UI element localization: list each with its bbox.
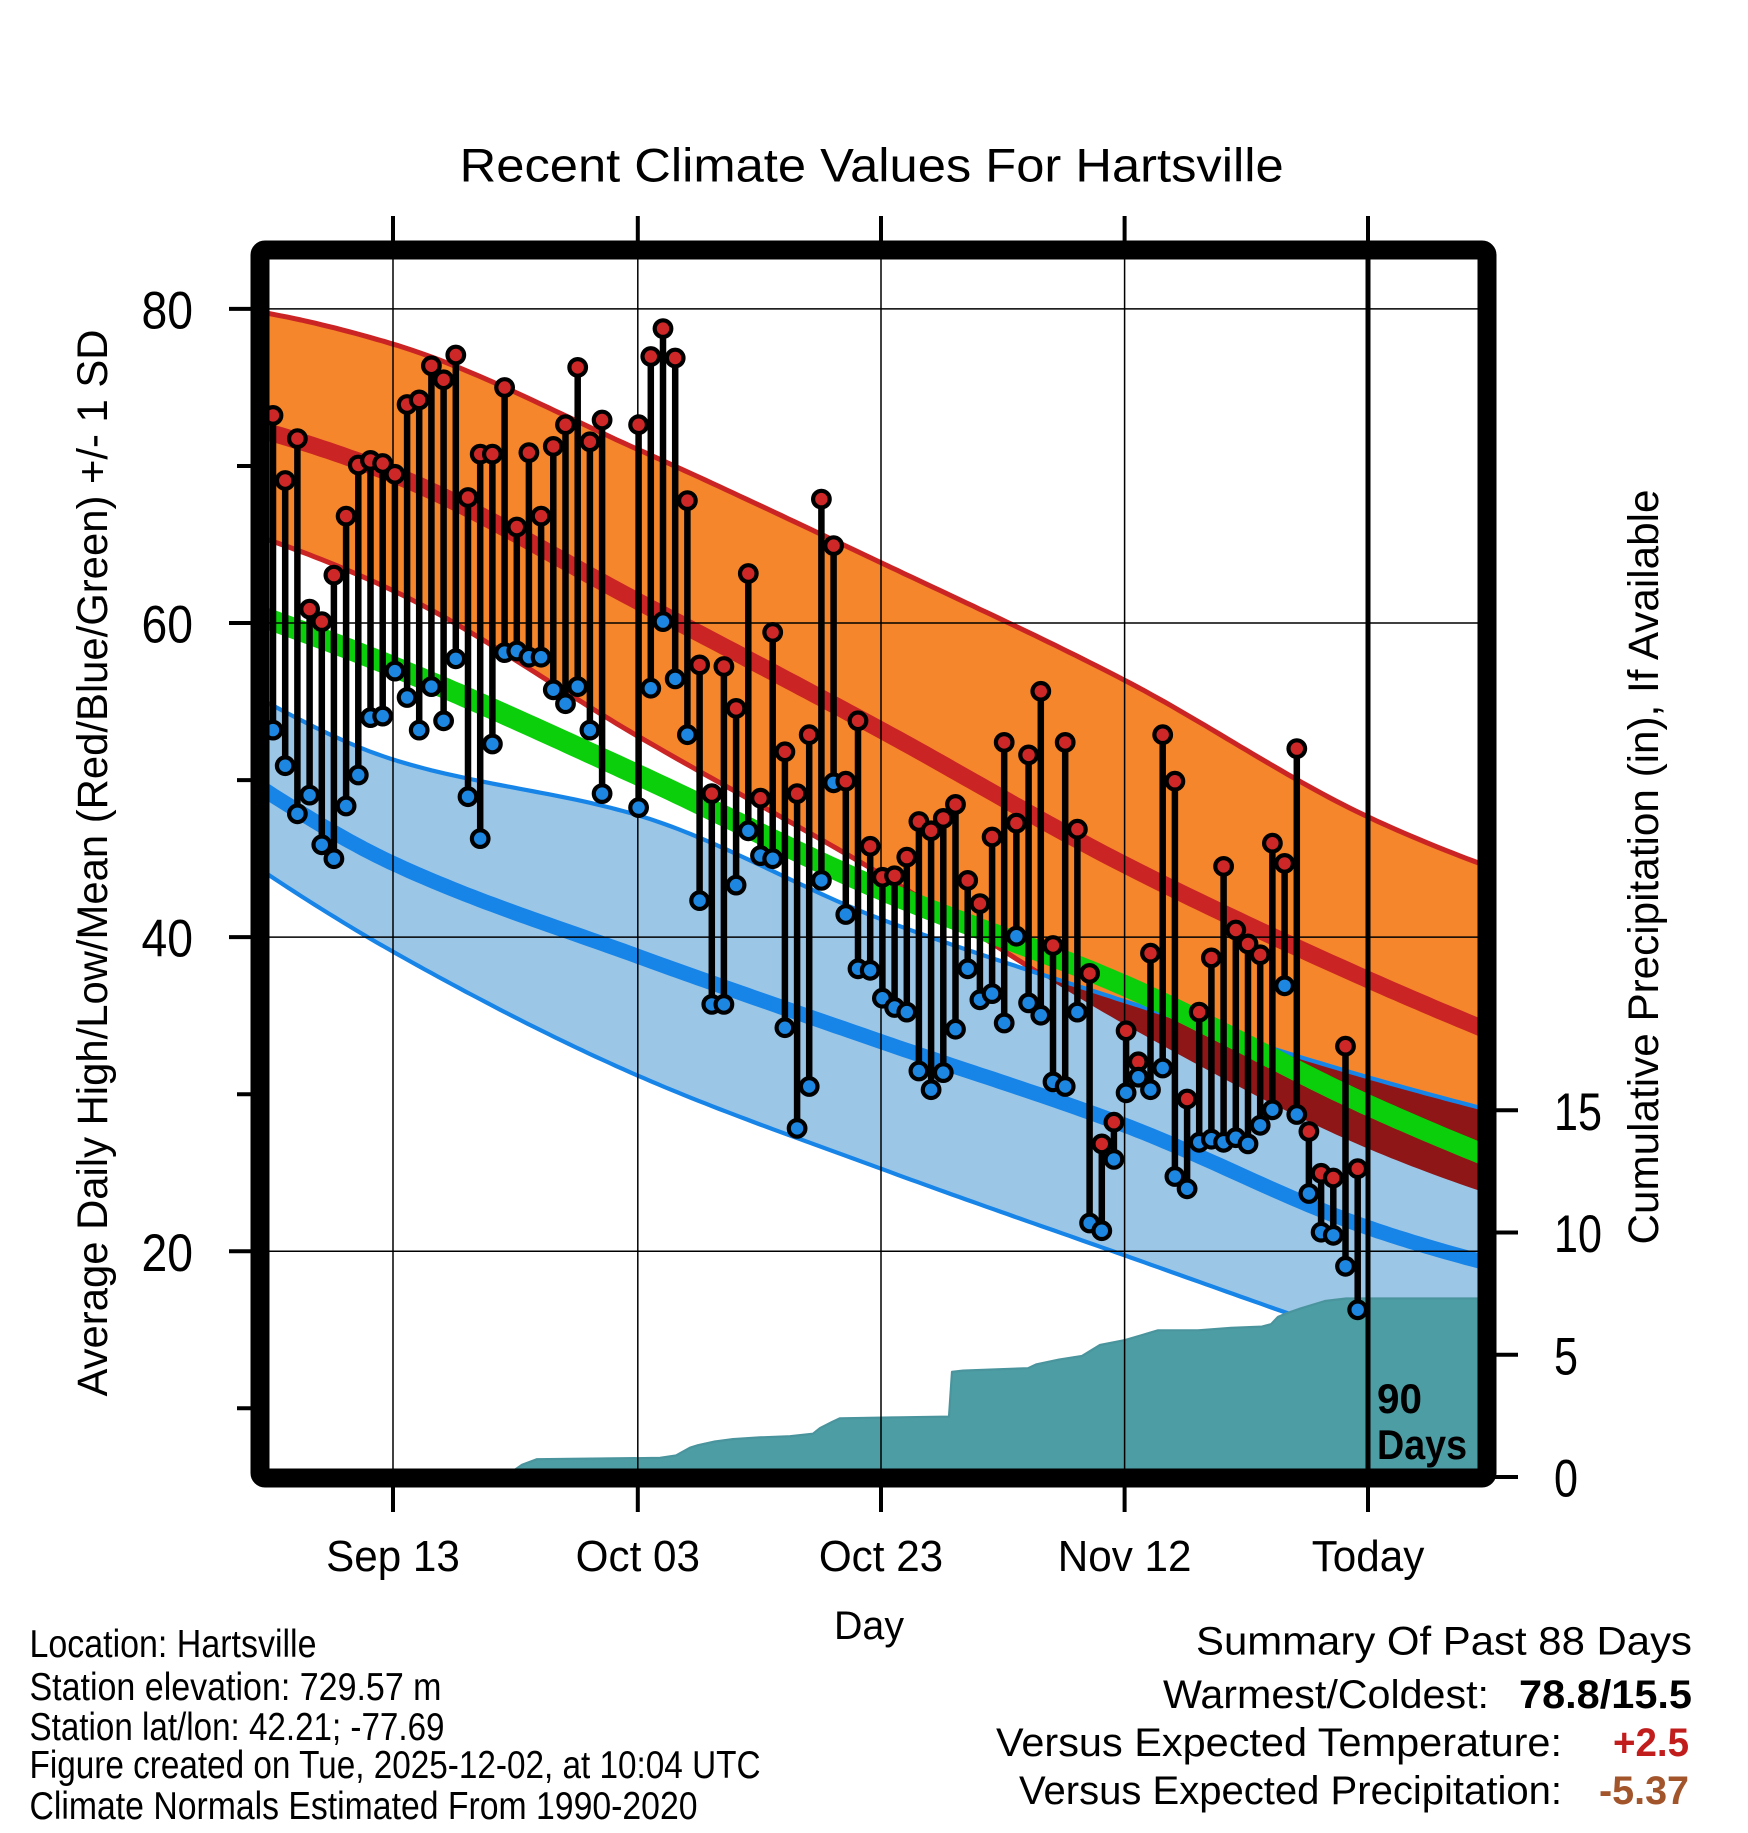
svg-text:Sep 13: Sep 13 (326, 1533, 460, 1581)
svg-text:Nov 12: Nov 12 (1058, 1533, 1192, 1581)
svg-text:Station elevation: 729.57 m: Station elevation: 729.57 m (30, 1666, 442, 1709)
svg-text:Average Daily High/Low/Mean (R: Average Daily High/Low/Mean (Red/Blue/Gr… (70, 330, 117, 1397)
svg-text:Climate Normals Estimated From: Climate Normals Estimated From 1990-2020 (30, 1785, 698, 1828)
svg-text:Recent Climate Values For Hart: Recent Climate Values For Hartsville (460, 139, 1284, 192)
svg-text:Oct 23: Oct 23 (819, 1533, 943, 1581)
svg-text:78.8/15.5: 78.8/15.5 (1519, 1673, 1692, 1717)
svg-text:Summary Of Past 88 Days: Summary Of Past 88 Days (1196, 1620, 1692, 1664)
svg-text:Cumulative Precipitation (in),: Cumulative Precipitation (in), If Availa… (1621, 490, 1668, 1245)
svg-text:Days: Days (1377, 1421, 1467, 1468)
svg-text:Figure created on Tue, 2025-12: Figure created on Tue, 2025-12-02, at 10… (30, 1744, 761, 1787)
svg-text:10: 10 (1554, 1205, 1602, 1264)
svg-text:15: 15 (1554, 1083, 1602, 1142)
svg-text:Station lat/lon: 42.21; -77.69: Station lat/lon: 42.21; -77.69 (30, 1706, 445, 1749)
svg-text:90: 90 (1377, 1375, 1422, 1422)
svg-text:80: 80 (142, 281, 194, 340)
svg-text:Today: Today (1312, 1533, 1425, 1581)
svg-text:Oct 03: Oct 03 (576, 1533, 700, 1581)
svg-text:5: 5 (1554, 1327, 1578, 1386)
svg-text:Versus Expected Precipitation:: Versus Expected Precipitation: (1019, 1769, 1562, 1813)
svg-text:60: 60 (142, 596, 194, 655)
svg-text:Versus Expected Temperature:: Versus Expected Temperature: (996, 1721, 1562, 1765)
svg-text:0: 0 (1554, 1450, 1578, 1509)
svg-text:Day: Day (834, 1604, 904, 1648)
svg-text:20: 20 (142, 1224, 194, 1283)
svg-text:40: 40 (142, 910, 194, 969)
svg-text:Warmest/Coldest:: Warmest/Coldest: (1163, 1673, 1489, 1717)
svg-text:-5.37: -5.37 (1599, 1769, 1689, 1813)
svg-text:+2.5: +2.5 (1613, 1721, 1689, 1765)
svg-text:Location: Hartsville: Location: Hartsville (30, 1623, 317, 1666)
